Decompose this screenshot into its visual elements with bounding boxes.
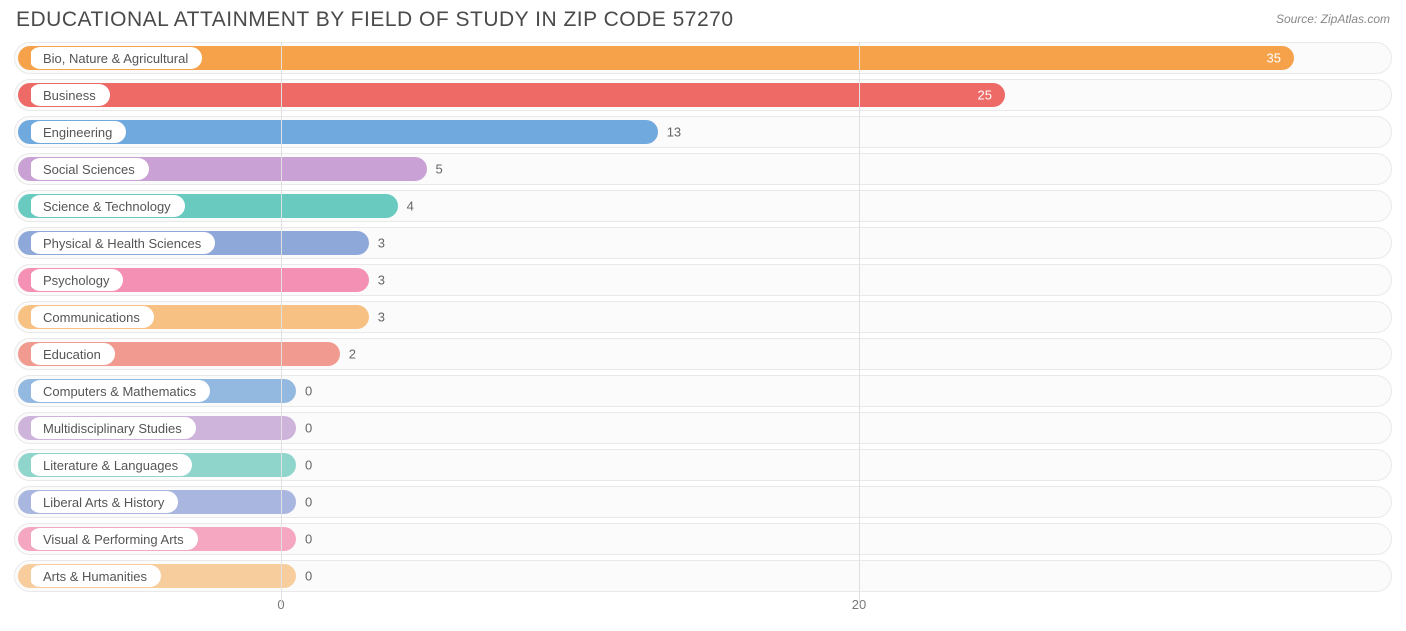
gridline — [281, 42, 282, 605]
bar-label: Computers & Mathematics — [29, 380, 210, 402]
bar-value: 0 — [305, 532, 312, 547]
bar-value: 35 — [1267, 51, 1281, 66]
gridline — [859, 42, 860, 605]
bar-label: Engineering — [29, 121, 126, 143]
bar-row: Education 2 — [14, 338, 1392, 370]
bar-label: Social Sciences — [29, 158, 149, 180]
bar-row: Arts & Humanities 0 — [14, 560, 1392, 592]
bar-value: 0 — [305, 458, 312, 473]
bar-value: 3 — [378, 273, 385, 288]
bar-label: Psychology — [29, 269, 123, 291]
bar-value: 5 — [436, 162, 443, 177]
bar-label: Visual & Performing Arts — [29, 528, 198, 550]
chart-area: Bio, Nature & Agricultural35Business25En… — [0, 36, 1406, 592]
bar-value: 0 — [305, 421, 312, 436]
bar-label: Arts & Humanities — [29, 565, 161, 587]
bar-value: 25 — [978, 88, 992, 103]
bar-value: 3 — [378, 310, 385, 325]
bar-value: 4 — [407, 199, 414, 214]
bar-value: 2 — [349, 347, 356, 362]
x-axis: 02040 — [14, 597, 1392, 617]
chart-header: EDUCATIONAL ATTAINMENT BY FIELD OF STUDY… — [0, 0, 1406, 36]
bar-row: Bio, Nature & Agricultural 35 — [14, 42, 1392, 74]
bar-value: 3 — [378, 236, 385, 251]
bar — [18, 46, 1294, 70]
chart-source: Source: ZipAtlas.com — [1276, 8, 1390, 26]
bar-label: Business — [29, 84, 110, 106]
bar-value: 0 — [305, 384, 312, 399]
bar-label: Physical & Health Sciences — [29, 232, 215, 254]
bar-row: Computers & Mathematics 0 — [14, 375, 1392, 407]
bar-value: 13 — [667, 125, 681, 140]
bar-label: Communications — [29, 306, 154, 328]
bar-row: Physical & Health Sciences 3 — [14, 227, 1392, 259]
bar-label: Liberal Arts & History — [29, 491, 178, 513]
bar — [18, 83, 1005, 107]
bar-value: 0 — [305, 569, 312, 584]
chart-title: EDUCATIONAL ATTAINMENT BY FIELD OF STUDY… — [16, 8, 734, 32]
bar-row: Literature & Languages 0 — [14, 449, 1392, 481]
bar-row: Science & Technology 4 — [14, 190, 1392, 222]
bar-row: Multidisciplinary Studies 0 — [14, 412, 1392, 444]
bar-label: Education — [29, 343, 115, 365]
bar-row: Social Sciences 5 — [14, 153, 1392, 185]
bar-row: Business 25 — [14, 79, 1392, 111]
bar-label: Bio, Nature & Agricultural — [29, 47, 202, 69]
bar-value: 0 — [305, 495, 312, 510]
bar-label: Literature & Languages — [29, 454, 192, 476]
bar-row: Visual & Performing Arts 0 — [14, 523, 1392, 555]
bar-row: Liberal Arts & History 0 — [14, 486, 1392, 518]
bar-label: Multidisciplinary Studies — [29, 417, 196, 439]
bar-row: Communications 3 — [14, 301, 1392, 333]
bar-row: Engineering 13 — [14, 116, 1392, 148]
bar-row: Psychology 3 — [14, 264, 1392, 296]
bar-label: Science & Technology — [29, 195, 185, 217]
